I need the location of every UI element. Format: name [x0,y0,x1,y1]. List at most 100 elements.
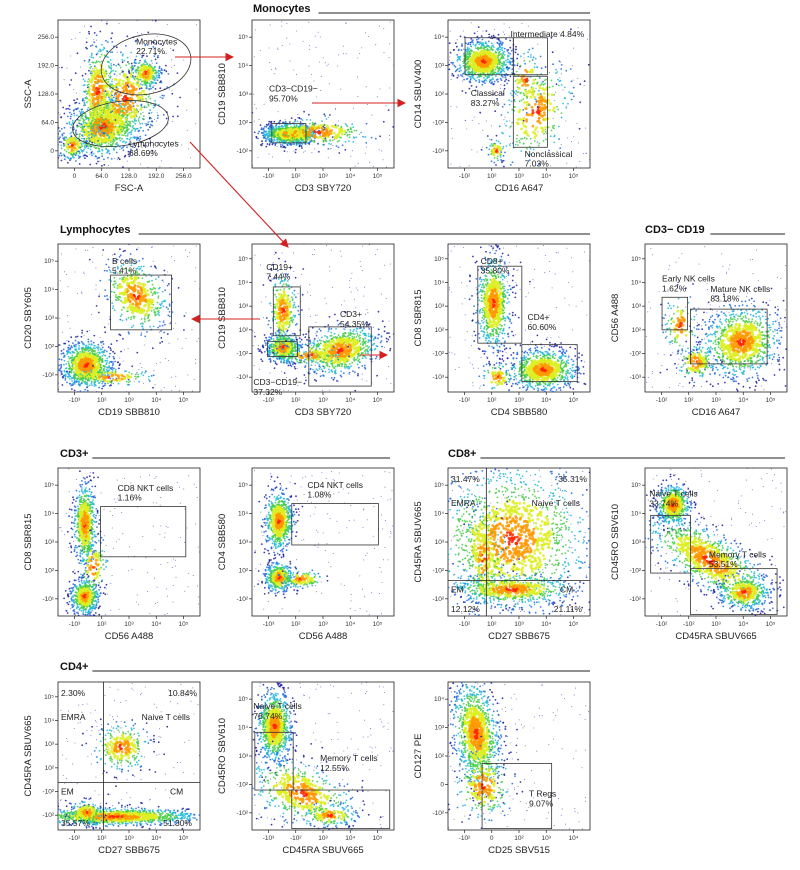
gate-p2-0[interactable] [271,123,307,144]
y-tick-label: -10² [236,148,248,155]
x-tick-label: -10² [683,621,695,628]
y-tick-label: 10³ [45,315,55,322]
y-tick-label: 10⁴ [434,34,444,41]
arrow-lymph-to-cd3 [189,141,289,248]
section-title-lymph: Lymphocytes [60,224,131,236]
y-tick-label: -10² [432,810,444,817]
y-tick-label: 192.0 [38,63,55,70]
event-dots [448,468,590,616]
gate-p6-0[interactable] [477,265,523,344]
x-axis-label: CD3 SBY720 [295,183,352,194]
y-tick-label: -10³ [236,374,248,381]
event-dots [448,244,590,392]
gate-p13-0[interactable] [254,731,294,791]
gate-p7-0[interactable] [661,296,688,331]
gate-p5-1[interactable] [267,341,298,357]
gate-label: Nonclassical 7.03% [525,149,573,169]
x-tick-label: 10⁵ [766,397,776,404]
x-tick-label: -10² [69,835,81,842]
plot-p4: B cells 5.41% -10³ 10² 10³ 10⁴ 10⁵ -10² 10² 10³ 10… [23,243,201,418]
y-tick-label: 128.0 [38,91,55,98]
x-tick-label: 10⁴ [738,621,748,628]
x-tick-label: 10³ [124,621,134,628]
y-tick-label: 10⁴ [434,511,444,518]
x-tick-label: 10³ [124,397,134,404]
y-tick-label: 10⁴ [238,279,248,286]
x-tick-label: 10⁵ [373,835,383,842]
gate-label: Mature NK cells 83.18% [710,284,770,304]
gate-p9-0[interactable] [291,503,379,546]
gate-p14-0[interactable] [481,763,553,829]
gate-label: CD3+ 54.35% [340,309,369,329]
plot-frame [447,19,591,169]
event-dots [252,682,394,830]
y-tick-label: -10³ [432,374,444,381]
y-tick-label: -10³ [629,374,641,381]
gate-label: Early NK cells 1.62% [662,274,715,294]
x-tick-label: 10⁵ [373,173,383,180]
x-tick-label: -10² [459,173,471,180]
y-tick-label: -10² [42,789,54,796]
x-tick-label: 64.0 [95,173,108,180]
quadrant-pct-ll: 35.57% [61,818,90,828]
y-tick-label: 10³ [632,539,642,546]
section-title-cd4: CD4+ [60,661,88,673]
event-dots [448,22,590,168]
x-tick-label: 192.0 [148,173,165,180]
quadrant-label-ur: Naive T cells [142,712,190,722]
y-tick-label: -10² [236,781,248,788]
x-tick-label: -10² [263,173,275,180]
gate-p8-0[interactable] [100,506,187,558]
y-tick-label: 10³ [239,753,249,760]
x-tick-label: 10⁵ [766,621,776,628]
x-tick-label: -10³ [263,835,275,842]
x-axis-label: CD25 SBV515 [488,845,550,856]
x-axis-label: CD16 A647 [692,407,741,418]
quadrant-pct-lr: 51.30% [163,818,192,828]
y-axis-label: CD8 SBR815 [413,289,424,346]
y-tick-label: 10³ [239,91,249,98]
gate-p13-1[interactable] [291,789,391,829]
y-tick-label: 10⁵ [44,482,54,489]
x-tick-label: 128.0 [121,173,138,180]
x-axis-label: CD19 SBB810 [98,407,160,418]
gate-p3-1[interactable] [512,37,548,76]
quadrant-pct-ll: 12.12% [451,604,480,614]
y-tick-label: 10³ [632,303,642,310]
y-tick-label: -10² [236,351,248,358]
gate-label: Naive T cells 33.74% [649,489,697,509]
gate-p11-1[interactable] [690,568,778,615]
gate-p1-1[interactable] [70,95,172,152]
x-tick-label: 10³ [124,835,134,842]
plot-p13: Naive T cells 78.74% Memory T cells 12.55% -… [217,681,395,856]
y-tick-label: 10² [45,567,55,574]
gate-p1-0[interactable] [95,26,196,103]
y-tick-label: 10⁴ [44,511,54,518]
y-axis-label: CD127 PE [413,734,424,779]
event-dots [58,20,200,168]
gate-p7-1[interactable] [690,308,768,365]
section-title-mono: Monocytes [253,3,310,15]
quadrant-label-ur: Naive T cells [532,498,580,508]
plot-p3: Classical 83.27% Intermediate 4.84% Nonclas… [413,19,591,194]
gate-p5-2[interactable] [308,326,372,387]
gate-p3-2[interactable] [512,75,548,148]
y-tick-label: 256.0 [38,34,55,41]
gate-label: CD8 NKT cells 1.16% [118,483,174,503]
gate-p6-1[interactable] [521,344,578,383]
quadrant-label-lr: CM [170,787,183,797]
gate-p11-0[interactable] [650,514,691,574]
x-tick-label: -10³ [263,621,275,628]
event-dots [58,244,200,392]
quadrant-label-ll: EM [451,584,464,594]
gate-label: Classical 83.27% [471,88,505,108]
y-tick-label: 10³ [435,725,445,732]
y-tick-label: -10² [42,372,54,379]
gate-label: CD4+ 60.60% [528,312,557,332]
quadrant-pct-lr: 21.11% [554,604,583,614]
gate-p4-0[interactable] [110,274,173,331]
y-tick-label: -10² [432,119,444,126]
gate-p5-0[interactable] [272,286,301,337]
x-tick-label: 256.0 [175,173,192,180]
y-tick-label: -10² [629,596,641,603]
